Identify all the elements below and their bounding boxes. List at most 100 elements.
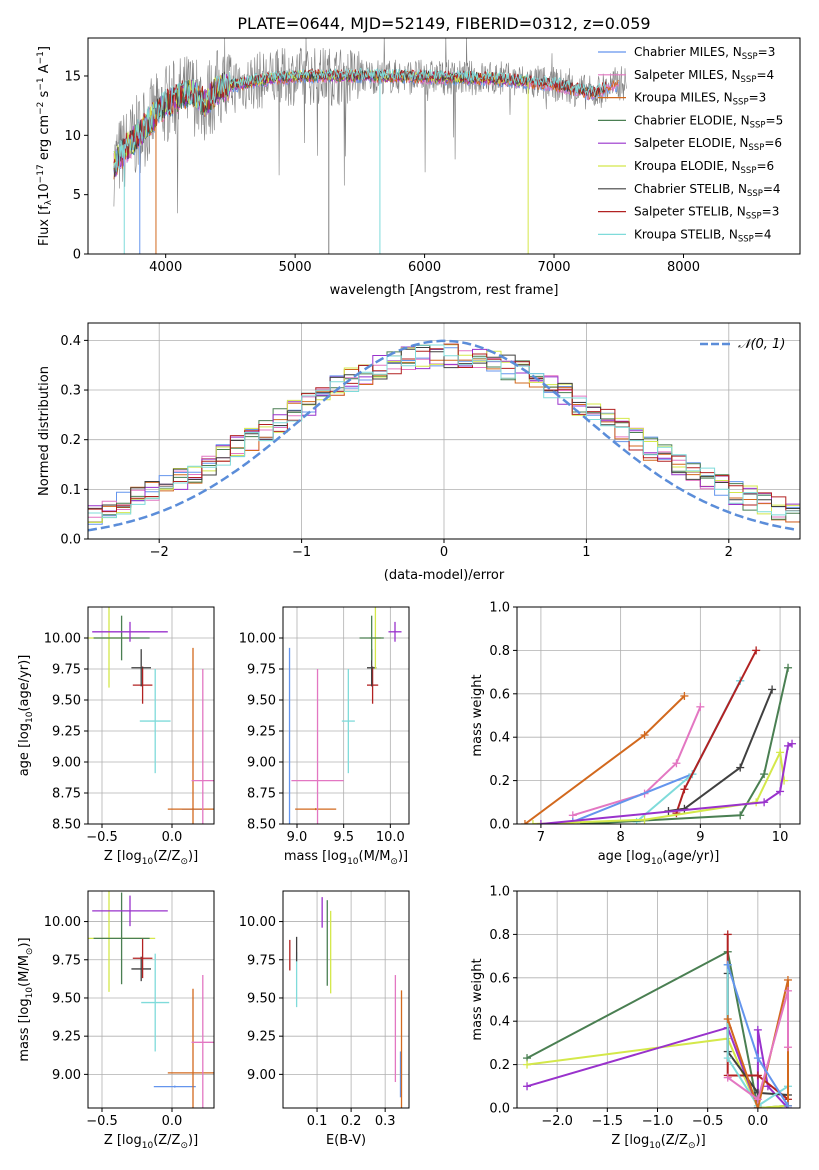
errorbar-point	[291, 669, 344, 824]
weight-point-marker	[736, 811, 745, 820]
legend-label: Kroupa STELIB, NSSP=4	[634, 227, 772, 244]
x-tick-label: −0.5	[86, 830, 118, 845]
x-tick-label: −1.5	[592, 1114, 624, 1129]
spectrum-model-line	[113, 67, 606, 172]
weight-point-marker	[536, 820, 545, 824]
y-tick-label: 0.3	[60, 384, 81, 399]
x-axis-label: (data-model)/error	[384, 568, 505, 583]
weight-point-marker	[640, 815, 649, 824]
residuals-axes: −2 −1 0 1 2 0.0 0.1 0.2 0.3 0.4 (data-model)/error…	[37, 322, 801, 583]
x-tick-label: 6000	[408, 260, 441, 275]
x-tick-label: −2.0	[541, 1114, 573, 1129]
y-tick-label: 0.0	[489, 818, 510, 833]
weight-series-line	[726, 964, 789, 1108]
legend-label: Chabrier STELIB, NSSP=4	[634, 182, 781, 199]
weight-point-marker	[723, 960, 732, 969]
y-tick-label: 8.75	[247, 787, 276, 802]
errorbar-point	[92, 621, 168, 642]
y-tick-label: 0.2	[489, 774, 510, 789]
errorbar-point	[93, 892, 150, 985]
histogram-step	[88, 344, 800, 519]
x-tick-label: 5000	[279, 260, 312, 275]
y-tick-label: 10	[64, 129, 81, 144]
errorbar-point	[93, 615, 150, 661]
legend-label: Salpeter MILES, NSSP=4	[634, 68, 774, 85]
errorbar-point	[359, 615, 384, 661]
weight-vs-z-frame	[516, 890, 801, 1109]
errorbar-point	[167, 988, 214, 1108]
weight-series-line	[572, 680, 742, 823]
mass-vs-ebv-plot-area	[289, 897, 403, 1108]
y-tick-label: 0.8	[489, 644, 510, 659]
mass-vs-ebv-axes: 0.1 0.2 0.3 9.00 9.25 9.50 9.75 10.00 E(B-V)	[239, 890, 410, 1148]
weight-point-marker	[752, 646, 761, 655]
y-tick-label: 9.25	[247, 1030, 276, 1045]
errorbar-point	[153, 1085, 196, 1088]
x-tick-label: −1.0	[642, 1114, 674, 1129]
weight-vs-age-axes: 7 8 9 10 0.0 0.2 0.4 0.6 0.8 1.0 age [log10(age/yr…	[470, 601, 801, 867]
errorbar-point	[191, 669, 214, 824]
errorbar-point	[367, 666, 379, 704]
mass-vs-z-plot-area	[88, 891, 214, 1108]
weight-point-marker	[753, 1054, 762, 1063]
x-tick-label: −0.5	[86, 1114, 118, 1129]
errorbar-point	[191, 975, 214, 1108]
age-vs-z-axes: −0.5 0.0 8.50 8.75 9.00 9.25 9.50 9.75 10.00 Z [l…	[17, 606, 215, 867]
weight-point-marker	[736, 763, 745, 772]
y-tick-label: 8.75	[52, 787, 81, 802]
weight-vs-z-plot-area	[523, 930, 792, 1108]
y-tick-label: 1.0	[489, 601, 510, 616]
errorbar-point	[341, 669, 355, 774]
legend-label: Kroupa MILES, NSSP=3	[634, 91, 766, 108]
y-tick-label: 9.00	[247, 756, 276, 771]
x-tick-label: 0.0	[162, 1114, 183, 1129]
spectrum-legend: Chabrier MILES, NSSP=3 Salpeter MILES, NS…	[598, 45, 783, 244]
errorbar-point	[131, 956, 151, 982]
y-tick-label: 0.6	[489, 687, 510, 702]
weight-vs-z-axes: −2.0 −1.5 −1.0 −0.5 0.0 0.0 0.2 0.4 0.6 0.8 1.0 Z […	[470, 885, 801, 1151]
errorbar-point	[131, 649, 151, 687]
age-vs-mass-frame	[282, 606, 410, 825]
y-axis-label: mass weight	[470, 958, 485, 1040]
y-tick-label: 0.8	[489, 928, 510, 943]
weight-point-marker	[753, 1104, 762, 1108]
y-tick-label: 9.25	[247, 725, 276, 740]
y-tick-label: 8.50	[247, 818, 276, 833]
spectrum-data-line	[113, 38, 627, 214]
x-tick-label: 9	[696, 830, 704, 845]
x-tick-label: −1	[292, 545, 311, 560]
weight-point-marker	[784, 663, 793, 672]
y-tick-label: 9.75	[247, 953, 276, 968]
x-tick-label: −0.5	[692, 1114, 724, 1129]
x-tick-label: 0	[440, 545, 448, 560]
weight-series-line	[580, 667, 789, 824]
age-vs-mass-axes: 9.0 9.5 10.0 8.50 8.75 9.00 9.25 9.50 9.75 10.00 m…	[239, 606, 410, 867]
x-tick-label: 0.3	[375, 1114, 396, 1129]
x-tick-label: 9.0	[287, 830, 308, 845]
x-axis-label: age [log10(age/yr)]	[598, 849, 720, 867]
weight-point-marker	[783, 1043, 792, 1052]
weight-point-marker	[523, 1082, 532, 1091]
y-tick-label: 1.0	[489, 885, 510, 900]
x-axis-label: mass [log10(M/M⊙)]	[284, 849, 408, 867]
spectrum-plot-area	[113, 38, 627, 254]
y-tick-label: 0.4	[489, 731, 510, 746]
weight-series-line	[635, 680, 742, 823]
legend-label: Chabrier MILES, NSSP=3	[634, 45, 775, 62]
x-axis-label: E(B-V)	[326, 1133, 366, 1148]
y-tick-label: 9.75	[52, 663, 81, 678]
x-tick-label: 0.0	[748, 1114, 769, 1129]
weight-point-marker	[753, 1095, 762, 1104]
weight-point-marker	[528, 820, 537, 824]
x-tick-label: 2	[725, 545, 733, 560]
y-tick-label: 0.0	[60, 533, 81, 548]
weight-point-marker	[680, 691, 689, 700]
errorbar-point	[141, 953, 170, 1052]
x-axis-label: Z [log10(Z/Z⊙)]	[104, 849, 198, 867]
legend-label: Salpeter ELODIE, NSSP=6	[634, 136, 782, 153]
y-tick-label: 9.00	[247, 1068, 276, 1083]
weight-point-marker	[783, 975, 792, 984]
y-tick-label: 9.50	[247, 694, 276, 709]
y-tick-label: 9.75	[52, 953, 81, 968]
